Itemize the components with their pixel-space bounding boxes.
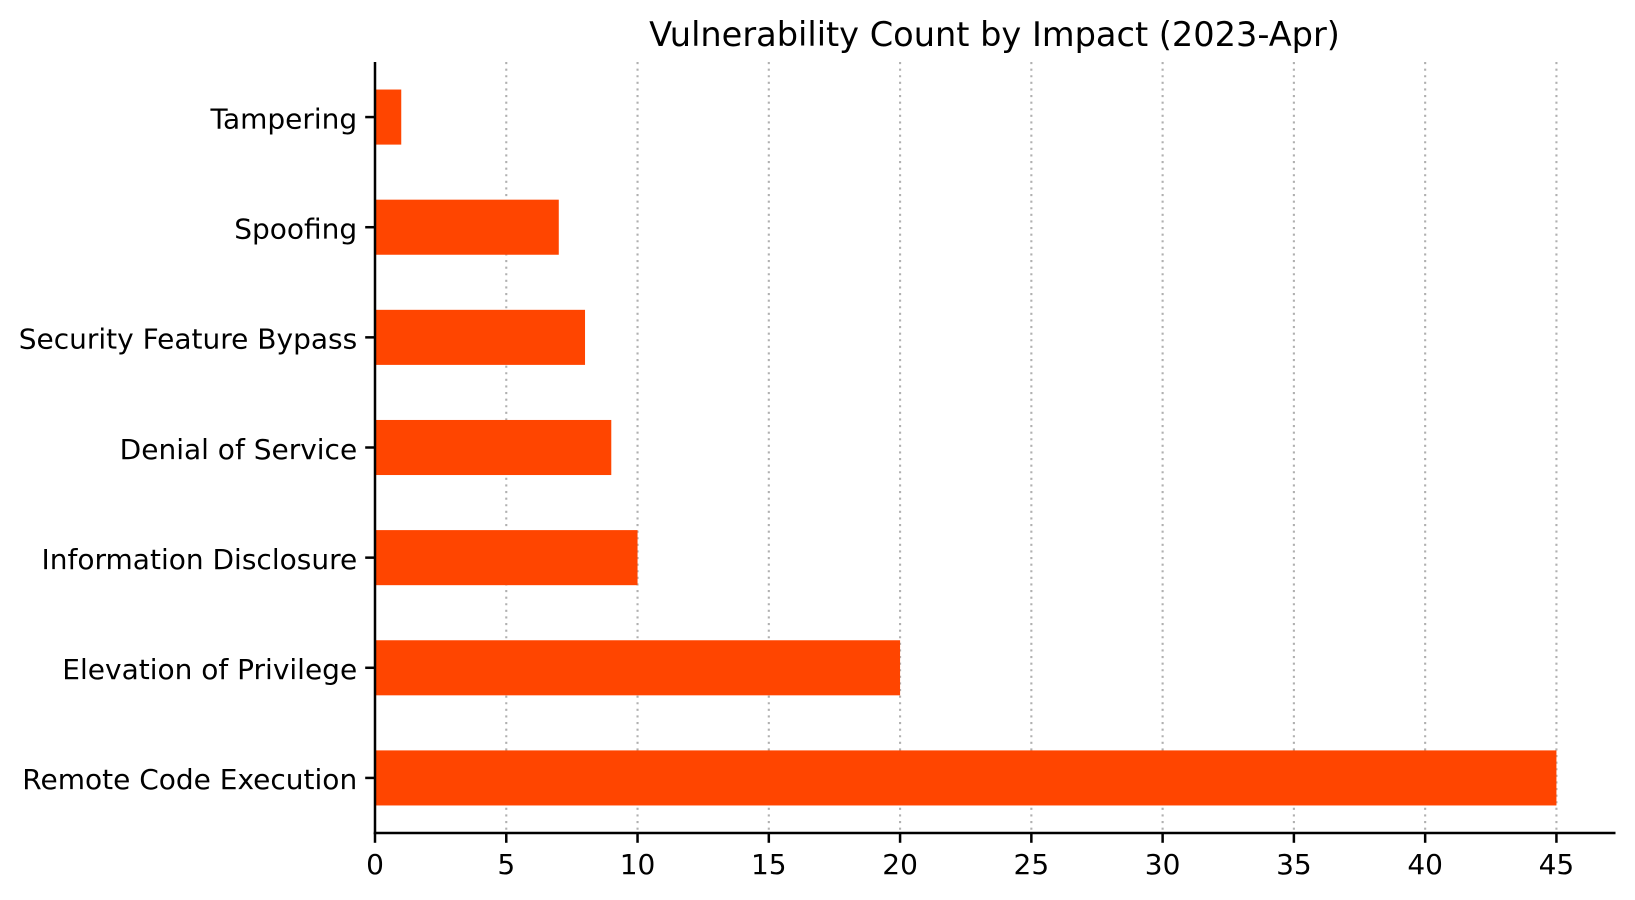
bar-remote-code-execution bbox=[375, 750, 1557, 806]
chart-title: Vulnerability Count by Impact (2023-Apr) bbox=[649, 15, 1340, 54]
bar-denial-of-service bbox=[375, 419, 612, 476]
x-tick-label-40: 40 bbox=[1407, 848, 1443, 881]
x-tick-label-25: 25 bbox=[1014, 848, 1050, 881]
x-tick-labels: 0 5 10 15 20 25 30 35 40 45 bbox=[366, 848, 1574, 881]
category-labels: Tampering Spoofing Security Feature Bypass… bbox=[19, 102, 357, 796]
x-tick-label-45: 45 bbox=[1539, 848, 1575, 881]
bar-security-feature-bypass bbox=[375, 309, 586, 365]
x-tick-label-35: 35 bbox=[1276, 848, 1312, 881]
x-tick-label-10: 10 bbox=[620, 848, 656, 881]
bar-tampering bbox=[375, 89, 402, 145]
x-tick-label-0: 0 bbox=[366, 848, 384, 881]
category-label-security-feature-bypass: Security Feature Bypass bbox=[19, 323, 357, 356]
category-label-remote-code-execution: Remote Code Execution bbox=[22, 763, 357, 796]
x-tick-label-20: 20 bbox=[882, 848, 918, 881]
x-tick-label-15: 15 bbox=[751, 848, 787, 881]
bar-spoofing bbox=[375, 199, 559, 255]
category-label-elevation-of-privilege: Elevation of Privilege bbox=[62, 653, 357, 686]
x-tick-label-5: 5 bbox=[497, 848, 515, 881]
category-label-information-disclosure: Information Disclosure bbox=[42, 543, 358, 576]
gridlines bbox=[505, 62, 1558, 833]
category-label-tampering: Tampering bbox=[209, 102, 357, 135]
x-tick-label-30: 30 bbox=[1145, 848, 1181, 881]
bar-series bbox=[375, 89, 1557, 806]
bar-elevation-of-privilege bbox=[375, 640, 901, 696]
bar-information-disclosure bbox=[375, 530, 638, 586]
category-label-spoofing: Spoofing bbox=[234, 213, 357, 246]
category-label-denial-of-service: Denial of Service bbox=[120, 433, 358, 466]
axes bbox=[365, 62, 1616, 843]
